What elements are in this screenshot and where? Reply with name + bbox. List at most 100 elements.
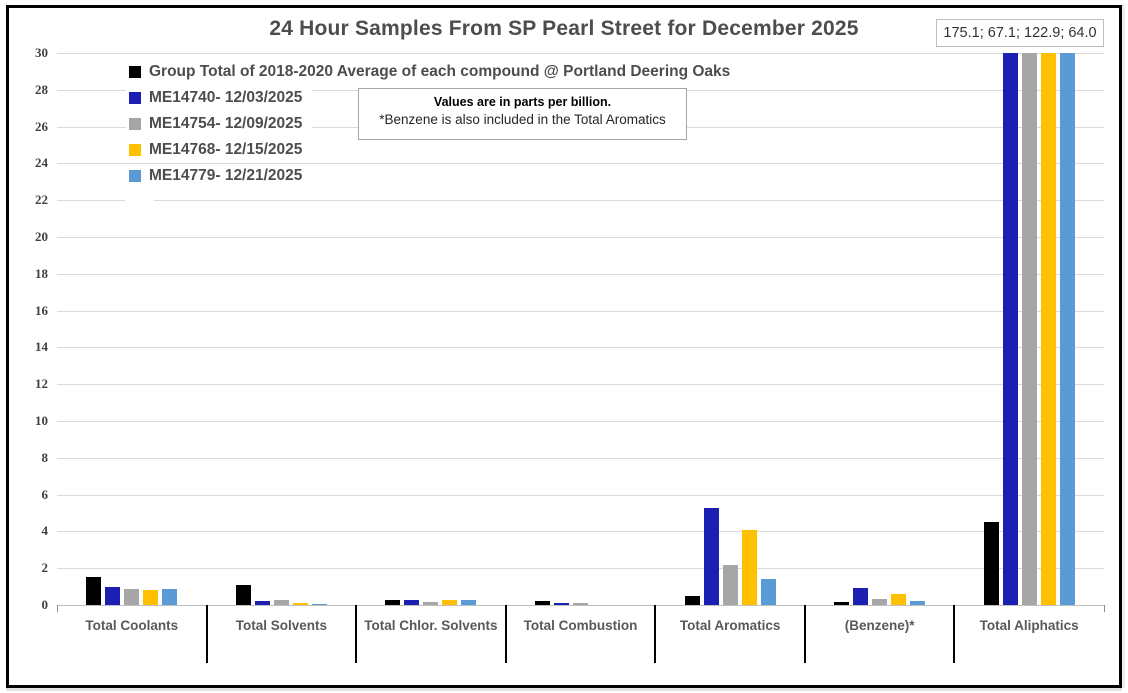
offscale-value-box: 175.1; 67.1; 122.9; 64.0 [936, 19, 1104, 47]
category-divider-line [355, 605, 358, 663]
legend-swatch-icon [129, 118, 141, 130]
chart-title: 24 Hour Samples From SP Pearl Street for… [269, 17, 859, 40]
legend-item: ME14740- 12/03/2025 [126, 86, 313, 110]
bar [1040, 53, 1056, 605]
y-axis-tick-label: 22 [35, 192, 48, 208]
gridline [57, 200, 1104, 202]
legend-item: ME14768- 12/15/2025 [126, 138, 313, 162]
x-axis-category-label: Total Coolants [85, 618, 179, 633]
bar [554, 603, 569, 605]
y-axis-tick-label: 24 [35, 155, 48, 171]
x-axis-category-label: Total Combustion [523, 618, 638, 633]
bar [292, 603, 308, 605]
gridline [57, 457, 1104, 459]
chart-frame [6, 5, 1122, 688]
bar [273, 599, 289, 605]
x-axis-category-label: (Benzene)* [844, 618, 915, 633]
gridline [57, 347, 1104, 349]
y-axis-tick-label: 12 [35, 376, 48, 392]
y-axis-tick-label: 2 [41, 560, 49, 576]
legend-swatch-icon [129, 144, 141, 156]
y-axis-tick-label: 14 [35, 339, 48, 355]
y-axis-tick-label: 18 [35, 265, 48, 281]
bar [442, 599, 458, 605]
category-divider-line [205, 605, 208, 663]
x-axis-line [57, 605, 1104, 606]
bar [385, 599, 401, 605]
y-axis-tick-label: 8 [41, 449, 49, 465]
gridline [57, 568, 1104, 570]
legend-item: ME14779- 12/21/2025 [126, 164, 313, 188]
x-axis-category-label: Total Aliphatics [979, 618, 1079, 633]
bar [910, 601, 926, 605]
gridline [57, 163, 1104, 165]
bar [143, 590, 159, 605]
bar [423, 602, 439, 605]
note-box: Values are in parts per billion. *Benzen… [358, 88, 687, 140]
legend-swatch-icon [129, 66, 141, 78]
note-line-benzene: *Benzene is also included in the Total A… [379, 112, 666, 127]
category-divider-line [504, 605, 507, 663]
category-divider-line [953, 605, 956, 663]
x-axis-category-label: Total Solvents [235, 618, 328, 633]
axis-end-tick [57, 605, 58, 612]
note-line-units: Values are in parts per billion. [433, 95, 612, 109]
bar [254, 601, 270, 605]
gridline [57, 384, 1104, 386]
y-axis-tick-label: 20 [35, 229, 48, 244]
y-axis-tick-label: 16 [35, 302, 48, 318]
legend-swatch-icon [129, 170, 141, 182]
gridline [57, 53, 1104, 54]
bar [684, 595, 700, 605]
legend-label: ME14754- 12/09/2025 [149, 115, 303, 132]
bar [853, 587, 869, 605]
gridline [57, 273, 1104, 275]
bar [1002, 53, 1018, 605]
bar [311, 604, 327, 605]
bar [891, 594, 907, 605]
y-axis-tick-label: 0 [41, 597, 49, 612]
gridline [57, 310, 1104, 312]
y-axis-tick-label: 4 [41, 523, 49, 539]
legend-label: ME14779- 12/21/2025 [149, 167, 303, 184]
axis-end-tick [1104, 605, 1105, 612]
category-divider-line [803, 605, 806, 663]
x-axis-category-label: Total Aromatics [679, 618, 781, 633]
legend-label: ME14740- 12/03/2025 [149, 89, 303, 106]
gridline [57, 494, 1104, 496]
bar [741, 529, 757, 605]
bar [235, 584, 251, 605]
bar [461, 599, 477, 605]
bar [105, 586, 121, 605]
legend-label: Group Total of 2018-2020 Average of each… [149, 63, 731, 80]
bar [760, 579, 776, 605]
bar [872, 598, 888, 605]
y-axis-tick-label: 28 [35, 81, 48, 97]
bar [535, 601, 550, 605]
legend-item: Group Total of 2018-2020 Average of each… [126, 60, 741, 84]
bar [834, 602, 850, 605]
bar [1059, 53, 1075, 605]
x-axis-category-label: Total Chlor. Solvents [364, 618, 498, 633]
category-divider-line [654, 605, 657, 663]
legend-swatch-icon [129, 92, 141, 104]
bar [124, 589, 140, 605]
bar [703, 507, 719, 605]
gridline [57, 531, 1104, 533]
legend-label: ME14768- 12/15/2025 [149, 141, 303, 158]
bar [86, 577, 102, 605]
gridline [57, 421, 1104, 422]
bar [722, 565, 738, 605]
legend-item: ME14754- 12/09/2025 [126, 112, 313, 136]
y-axis-tick-label: 10 [35, 413, 48, 428]
bar [1021, 53, 1037, 605]
bar [404, 599, 420, 605]
legend-empty-slot [125, 189, 154, 214]
bar [162, 589, 178, 605]
bar [573, 603, 588, 605]
y-axis-tick-label: 30 [35, 45, 48, 60]
bar [983, 522, 999, 605]
y-axis-tick-label: 6 [41, 486, 49, 502]
y-axis-tick-label: 26 [35, 118, 48, 134]
